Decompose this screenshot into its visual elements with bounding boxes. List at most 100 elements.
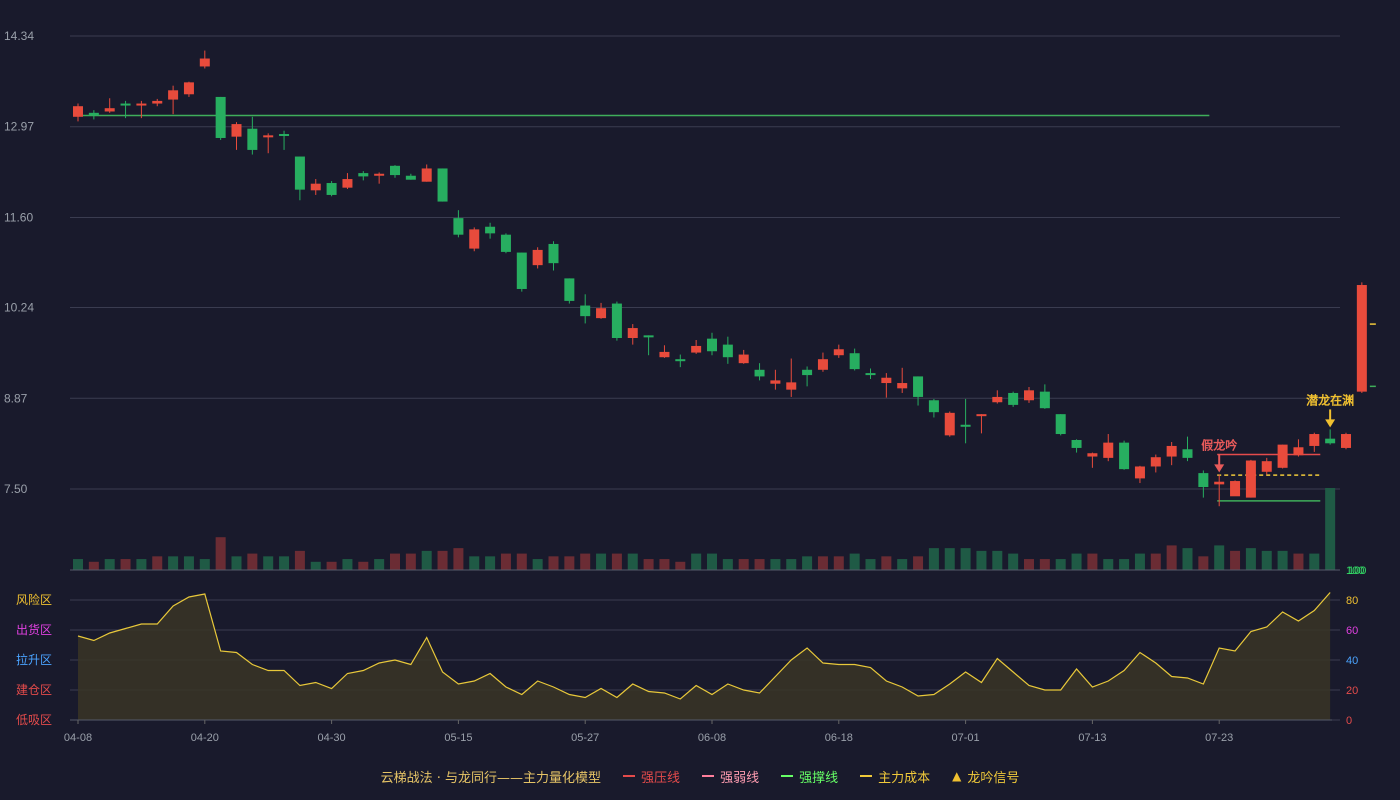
- volume-bar: [1071, 553, 1082, 570]
- legend-item-main-cost[interactable]: 主力成本: [860, 766, 930, 786]
- candle-body: [405, 175, 416, 180]
- candle-body: [1182, 449, 1193, 458]
- x-tick-label: 06-08: [698, 732, 726, 744]
- candle-body: [992, 396, 1003, 403]
- oscillator-tick-label: 20: [1346, 685, 1358, 697]
- volume-bar: [1277, 550, 1288, 570]
- volume-bar: [1293, 553, 1304, 570]
- volume-bar: [183, 556, 194, 570]
- candle-body: [1230, 481, 1241, 497]
- candle-body: [310, 183, 321, 191]
- candle-body: [596, 308, 607, 319]
- candle-body: [897, 383, 908, 389]
- candle-body: [564, 278, 575, 301]
- triangle-icon: ▲: [952, 769, 962, 783]
- candle-body: [215, 96, 226, 138]
- volume-bar: [817, 556, 828, 570]
- candle-body: [294, 156, 305, 190]
- volume-bar: [310, 561, 321, 570]
- candle-body: [390, 165, 400, 176]
- volume-bar: [88, 561, 99, 570]
- candle-body: [1024, 390, 1034, 401]
- candle-body: [1293, 447, 1304, 456]
- volume-bar: [1055, 559, 1066, 570]
- volume-bar: [1261, 550, 1272, 570]
- candle-body: [627, 328, 638, 338]
- volume-bar: [770, 559, 781, 570]
- oscillator-tick-label: 100: [1346, 565, 1364, 577]
- oscillator-tick-label: 40: [1346, 655, 1358, 667]
- candle-body: [1198, 473, 1209, 488]
- volume-axis-label: 100: [1348, 565, 1366, 577]
- volume-bar: [1024, 559, 1034, 570]
- volume-bar: [548, 556, 559, 570]
- candle-body: [1150, 457, 1161, 467]
- candle-body: [691, 345, 702, 353]
- candle-body: [500, 234, 511, 252]
- volume-bar: [1182, 548, 1193, 570]
- chart-legend: 云梯战法 · 与龙同行——主力量化模型 强压线 强弱线 强撑线 主力成本 ▲ 龙…: [0, 766, 1400, 786]
- signal-label: 假龙吟: [1201, 437, 1237, 452]
- volume-bar: [294, 550, 305, 570]
- volume-bar: [73, 559, 83, 570]
- candle-body: [865, 373, 876, 376]
- x-tick-label: 07-23: [1205, 732, 1233, 744]
- volume-bar: [928, 548, 939, 570]
- volume-bar: [1198, 556, 1209, 570]
- volume-bar: [342, 559, 353, 570]
- volume-bar: [500, 553, 511, 570]
- volume-bar: [992, 550, 1003, 570]
- candle-body: [833, 349, 844, 356]
- volume-bar: [1325, 488, 1336, 570]
- volume-bar: [1214, 545, 1225, 570]
- zone-label: 拉升区: [16, 652, 52, 667]
- volume-bar: [659, 559, 670, 570]
- candle-body: [944, 412, 955, 436]
- candle-body: [120, 103, 131, 106]
- candle-body: [928, 400, 939, 413]
- volume-bar: [532, 559, 543, 570]
- candle-body: [88, 112, 99, 116]
- candle-body: [342, 179, 353, 188]
- volume-bar: [263, 556, 274, 570]
- signal-arrow-icon: [1214, 464, 1225, 473]
- x-tick-label: 05-15: [444, 732, 472, 744]
- candle-body: [849, 353, 860, 370]
- signal-label: 潜龙在渊: [1306, 392, 1354, 407]
- candle-body: [279, 134, 290, 137]
- volume-bar: [564, 556, 575, 570]
- volume-bar: [437, 550, 448, 570]
- volume-bar: [722, 559, 733, 570]
- candle-body: [421, 168, 432, 182]
- candle-body: [326, 183, 337, 195]
- candle-body: [738, 354, 749, 364]
- candle-body: [485, 226, 496, 234]
- volume-bar: [104, 559, 115, 570]
- oscillator-tick-label: 80: [1346, 595, 1358, 607]
- candle-body: [1356, 285, 1367, 392]
- legend-label: 强压线: [641, 770, 681, 786]
- candle-body: [247, 128, 258, 150]
- candle-body: [802, 369, 813, 376]
- x-tick-label: 07-13: [1078, 732, 1106, 744]
- legend-item-strength-line[interactable]: 强弱线: [702, 766, 759, 786]
- candle-body: [1039, 391, 1050, 409]
- legend-item-support-line[interactable]: 强撑线: [781, 766, 838, 786]
- candle-body: [374, 173, 385, 176]
- candle-body: [580, 305, 591, 317]
- legend-item-dragon-signal[interactable]: ▲ 龙吟信号: [952, 766, 1019, 786]
- candle-body: [913, 376, 924, 397]
- legend-label: 强撑线: [799, 770, 839, 786]
- legend-item-pressure-line[interactable]: 强压线: [623, 766, 680, 786]
- candle-body: [168, 90, 179, 100]
- volume-bar: [199, 559, 210, 570]
- price-tick-label: 14.34: [4, 29, 34, 43]
- candle-body: [1087, 453, 1098, 457]
- candle-body: [675, 359, 686, 362]
- volume-bar: [611, 553, 622, 570]
- volume-bar: [707, 553, 717, 570]
- candle-body: [231, 124, 242, 137]
- candle-body: [754, 369, 765, 377]
- volume-bar: [865, 559, 876, 570]
- legend-label: 强弱线: [720, 770, 760, 786]
